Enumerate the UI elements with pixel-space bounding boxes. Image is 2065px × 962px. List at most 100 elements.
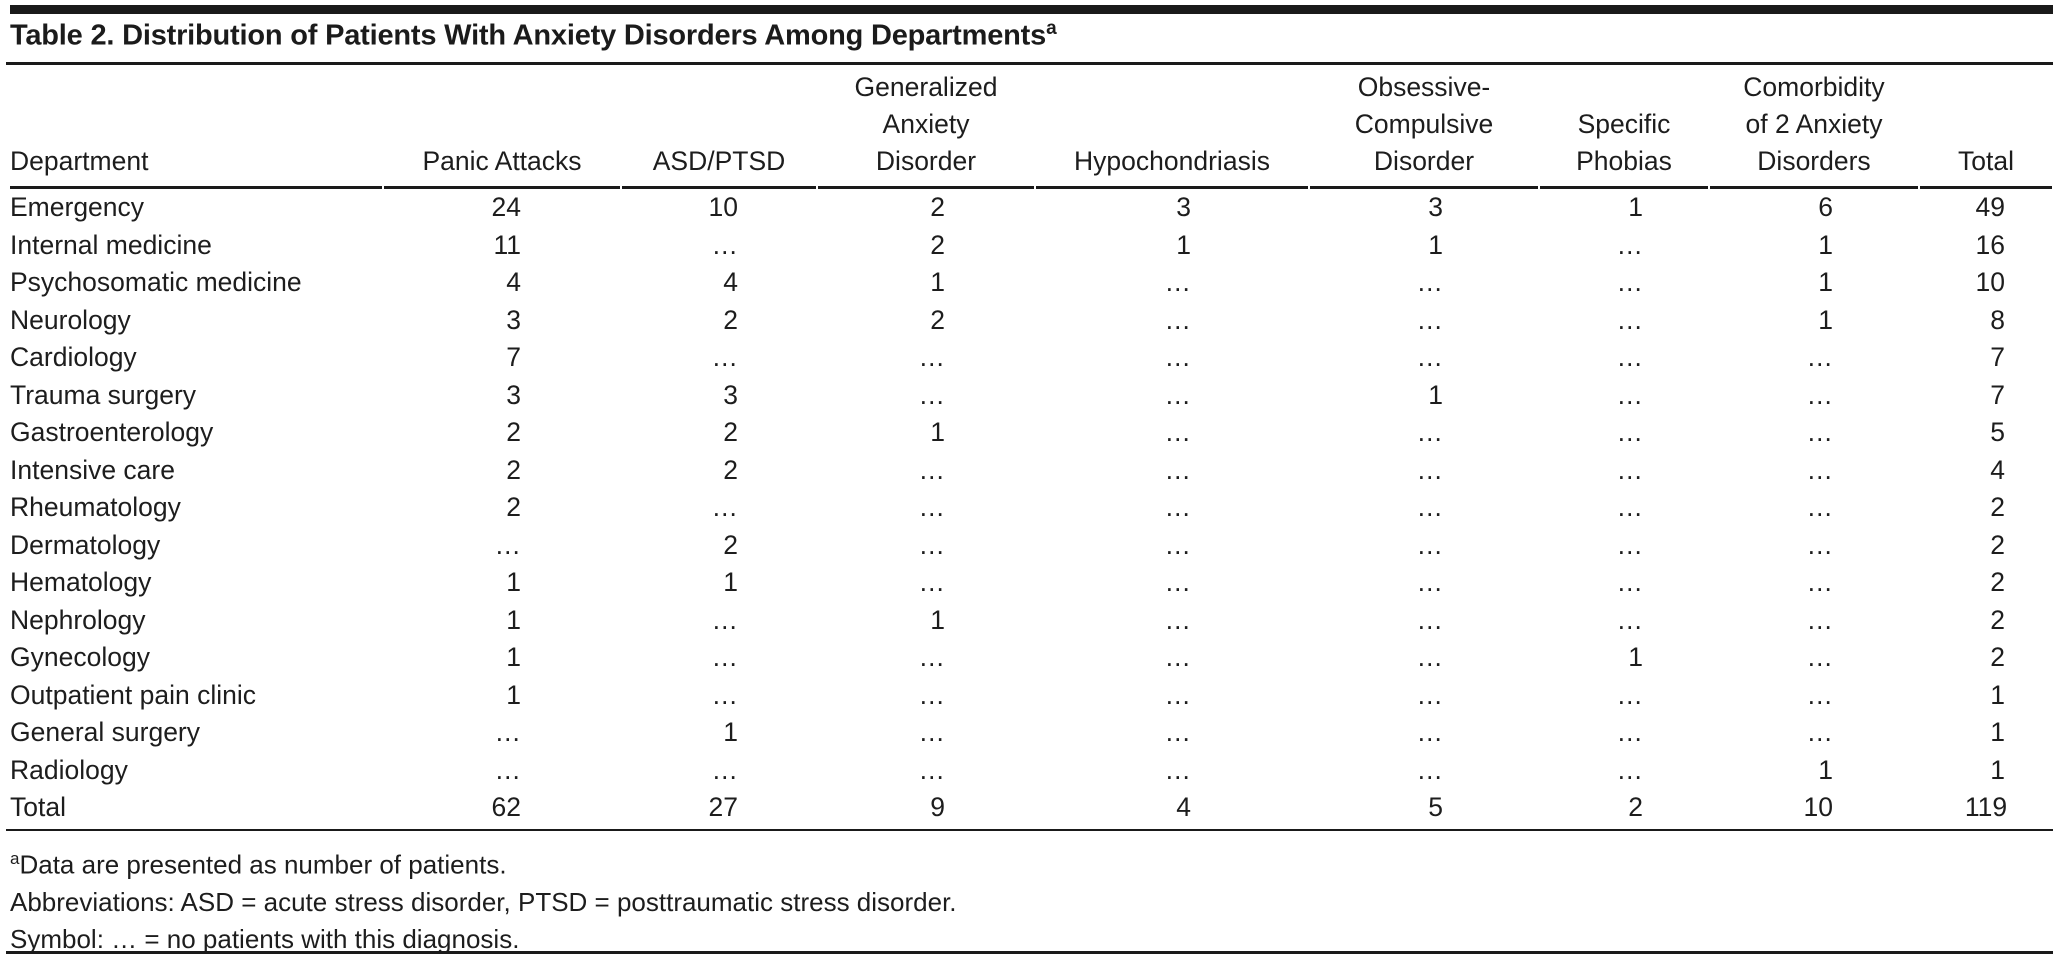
footnote-abbreviations: Abbreviations: ASD = acute stress disord… [10,886,957,917]
cell-value: 16 [1975,229,2005,260]
value-cell: … [818,377,1034,415]
value-cell: … [1540,489,1708,527]
column-header-comorbidity: Comorbidity of 2 Anxiety Disorders [1710,68,1918,189]
table-row: Gynecology 1 … … … … 1 … 2 [10,639,2052,677]
value-cell: 3 [384,302,620,340]
table-row: Gastroenterology 2 2 1 … … … … 5 [10,414,2052,452]
table-footnotes: aData are presented as number of patient… [10,840,957,958]
cell-value: … [1164,342,1192,373]
cell-value: 5 [1428,792,1443,823]
cell-value: 1 [1428,379,1443,410]
column-header-obsessive-compulsive-disorder: Obsessive- Compulsive Disorder [1310,68,1538,189]
value-cell: … [1036,752,1308,790]
table-row: Internal medicine 11… 2 1 1… 1 16 [10,227,2052,265]
value-cell: … [1540,414,1708,452]
cell-value: … [1164,492,1192,523]
value-cell: 16 [1920,227,2052,265]
value-cell: … [384,714,620,752]
column-header-generalized-anxiety-disorder: Generalized Anxiety Disorder [818,68,1034,189]
patients-distribution-table: Department Panic Attacks ASD/PTSD Genera… [8,68,2054,827]
value-cell: … [1710,377,1918,415]
cell-value: … [711,604,739,635]
cell-value: 1 [506,604,521,635]
cell-value: 1 [1818,304,1833,335]
value-cell: … [622,489,816,527]
cell-value: 11 [493,229,521,260]
value-cell: … [622,227,816,265]
table-title-superscript: a [1046,18,1057,39]
cell-value: … [1416,529,1444,560]
value-cell: … [622,602,816,640]
value-cell: 9 [818,789,1034,827]
page-bottom-rule [6,951,2053,954]
value-cell: … [1310,602,1538,640]
cell-value: … [1616,229,1644,260]
table-row: Neurology 3 2 2 … … … 1 8 [10,302,2052,340]
cell-value: 7 [1990,379,2005,410]
cell-value: 1 [930,267,945,298]
table-row: Nephrology 1 … 1 … … … … 2 [10,602,2052,640]
cell-value: 3 [1176,192,1191,223]
cell-value: … [1806,529,1834,560]
value-cell: 2 [622,302,816,340]
value-cell: … [622,339,816,377]
cell-value: 9 [930,792,945,823]
cell-value: 4 [1176,792,1191,823]
value-cell: … [818,677,1034,715]
column-header-specific-phobias: Specific Phobias [1540,68,1708,189]
value-cell: … [1310,264,1538,302]
cell-value: … [918,379,946,410]
cell-value: 2 [723,529,738,560]
cell-value: … [918,529,946,560]
cell-value: … [1416,717,1444,748]
cell-value: … [711,754,739,785]
value-cell: 11 [384,227,620,265]
cell-value: … [1616,304,1644,335]
cell-value: 3 [506,379,521,410]
cell-value: 7 [1990,342,2005,373]
value-cell: … [1036,714,1308,752]
value-cell: … [1036,602,1308,640]
department-cell: Cardiology [10,342,137,373]
cell-value: 4 [723,267,738,298]
value-cell: 2 [384,489,620,527]
cell-value: … [1616,529,1644,560]
value-cell: 1 [1710,752,1918,790]
cell-value: 2 [1990,529,2005,560]
cell-value: 1 [930,604,945,635]
table-header: Department Panic Attacks ASD/PTSD Genera… [10,68,2052,189]
cell-value: … [1164,604,1192,635]
value-cell: … [1540,752,1708,790]
cell-value: … [1616,454,1644,485]
cell-value: … [1616,267,1644,298]
value-cell: 1 [1036,227,1308,265]
cell-value: … [918,642,946,673]
cell-value: … [1416,304,1444,335]
value-cell: 2 [1920,639,2052,677]
value-cell: … [818,489,1034,527]
cell-value: 2 [506,492,521,523]
value-cell: 10 [1710,789,1918,827]
value-cell: … [1310,527,1538,565]
value-cell: 1 [384,564,620,602]
cell-value: 2 [930,304,945,335]
value-cell: 1 [384,639,620,677]
department-cell: Psychosomatic medicine [10,267,302,298]
cell-value: … [1164,267,1192,298]
value-cell: 1 [1710,264,1918,302]
value-cell: 1 [818,414,1034,452]
cell-value: 10 [708,192,738,223]
cell-value: 1 [1818,267,1833,298]
value-cell: … [1310,452,1538,490]
cell-value: … [1806,717,1834,748]
table-row: Psychosomatic medicine 4 4 1 … … … 1 10 [10,264,2052,302]
cell-value: 1 [930,417,945,448]
cell-value: … [1616,342,1644,373]
value-cell: … [1310,489,1538,527]
cell-value: … [1164,717,1192,748]
cell-value: … [1616,417,1644,448]
value-cell: 2 [1920,489,2052,527]
department-cell: General surgery [10,717,201,748]
cell-value: … [1616,679,1644,710]
column-header-total: Total [1920,68,2052,189]
